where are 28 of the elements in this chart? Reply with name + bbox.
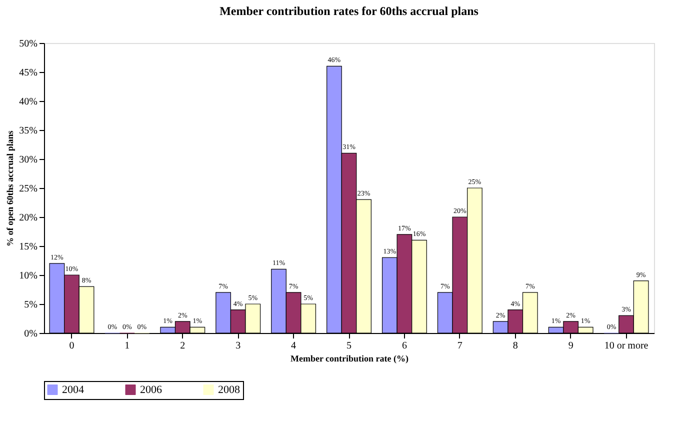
y-tick-label: 5% [24, 300, 38, 310]
x-tick-label: 7 [457, 340, 462, 352]
x-tick-label: 6 [402, 340, 407, 352]
x-tick-label: 8 [512, 340, 518, 352]
y-tick-label: 40% [19, 96, 38, 108]
x-tick-label: 5 [346, 340, 352, 352]
y-tick-label: 0% [24, 328, 38, 340]
legend-label: 2008 [218, 384, 240, 396]
y-tick-label: 25% [19, 184, 38, 194]
x-tick-label: 1 [124, 340, 130, 352]
y-axis-title: % of open 60ths accrual plans [5, 130, 16, 246]
legend-label: 2004 [62, 384, 84, 396]
y-tick-label: 15% [19, 242, 38, 252]
y-tick-label: 10% [19, 270, 38, 282]
y-tick-label: 45% [19, 68, 38, 78]
x-tick-label: 4 [291, 340, 296, 352]
x-tick-label: 3 [236, 340, 241, 352]
x-tick-label: 9 [568, 340, 574, 352]
x-tick-label: 10 or more [604, 340, 649, 352]
y-tick-label: 20% [19, 212, 38, 224]
y-tick-label: 50% [19, 38, 38, 50]
y-tick-label: 35% [19, 126, 38, 136]
x-axis-title: Member contribution rate (%) [290, 354, 409, 364]
x-tick-label: 2 [180, 340, 186, 352]
legend-label: 2006 [140, 384, 162, 396]
x-tick-label: 0 [69, 340, 74, 352]
y-tick-label: 30% [19, 154, 38, 166]
chart-title: Member contribution rates for 60ths accrual plans [220, 4, 479, 18]
